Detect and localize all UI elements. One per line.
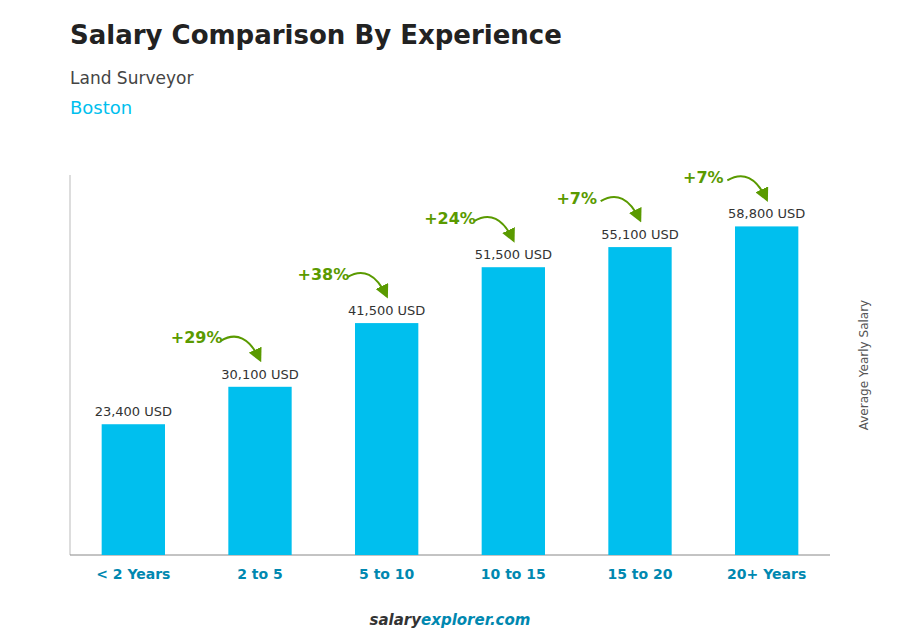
data-label: 58,800 USD [728,206,805,221]
data-label: 23,400 USD [95,404,172,419]
subtitle: Boston [70,97,132,118]
x-axis-line [70,555,830,556]
y-axis-line [70,175,71,555]
x-tick-label: 20+ Years [727,566,806,582]
x-tick-label: 10 to 15 [481,566,546,582]
x-tick-label: 15 to 20 [607,566,672,582]
bar [608,247,671,555]
bar [102,424,165,555]
footer-part: explorer.com [421,611,530,629]
footer-part: salary [370,611,423,629]
x-tick-label: < 2 Years [96,566,170,582]
chart: Salary Comparison By Experience Land Surv… [0,0,900,641]
data-label: 30,100 USD [221,367,298,382]
bars [102,226,799,555]
annotation: +24% [424,209,476,228]
x-tick-label: 2 to 5 [237,566,283,582]
annotation-arrow [601,197,640,220]
subtitle: Land Surveyor [70,68,193,88]
y-axis-label: Average Yearly Salary [857,300,871,430]
annotation: +7% [683,168,724,187]
annotation-arrow [221,337,260,360]
bar [228,387,291,555]
bar [482,267,545,555]
annotation: +29% [171,328,223,347]
x-tick-label: 5 to 10 [359,566,415,582]
annotation-arrow [474,217,513,240]
annotation-arrow [727,176,766,199]
annotation: +38% [297,265,349,284]
annotation: +7% [556,189,597,208]
data-label: 55,100 USD [601,227,678,242]
bar [735,226,798,555]
chart-container: Salary Comparison By Experience Land Surv… [0,0,900,641]
data-label: 41,500 USD [348,303,425,318]
data-label: 51,500 USD [475,247,552,262]
title: Salary Comparison By Experience [70,20,562,50]
footer: salaryexplorer.com [370,611,531,629]
bar [355,323,418,555]
annotation-arrow [347,273,386,296]
